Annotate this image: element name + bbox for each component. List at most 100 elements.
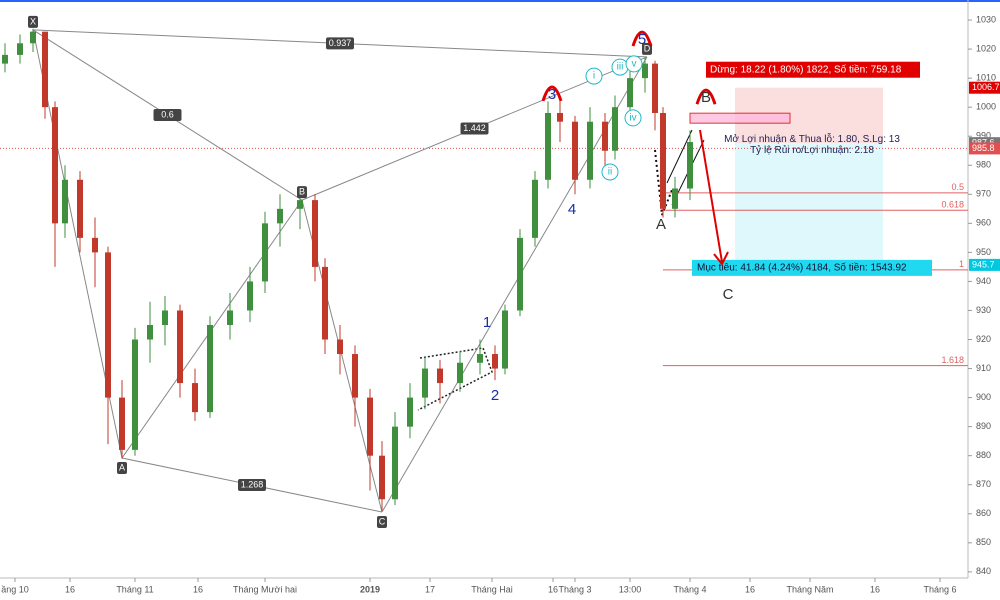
candle-body (502, 310, 508, 369)
x-tick-label: Tháng 4 (673, 584, 706, 594)
wave-label: 1 (483, 314, 491, 331)
stop-box (706, 61, 920, 78)
point-badge (377, 516, 387, 529)
candle-body (192, 383, 198, 413)
triangle-pattern (417, 347, 493, 411)
candle-body (407, 397, 413, 427)
ratio-label: 0.6 (161, 109, 174, 119)
y-tick-label: 1030 (976, 14, 996, 24)
y-tick-label: 1000 (976, 102, 996, 112)
candle-body (147, 324, 153, 340)
price-badge-label: 985.8 (972, 143, 995, 153)
x-tick-label: 13:00 (619, 584, 642, 594)
y-tick-label: 890 (976, 421, 991, 431)
wave-label: 4 (568, 201, 576, 218)
wave-arc (631, 30, 653, 47)
point-badge (117, 462, 127, 475)
price-badge (969, 142, 1000, 155)
stop-text: Dừng: 18.22 (1.80%) 1822, Số tiền: 759.1… (710, 63, 902, 75)
entry-marker (689, 112, 791, 124)
candle-body (262, 223, 268, 282)
target-zone (735, 143, 883, 265)
y-tick-label: 970 (976, 189, 991, 199)
x-tick-label: Tháng 6 (923, 584, 956, 594)
candle-body (62, 179, 68, 224)
x-tick-label: 16 (193, 584, 203, 594)
wave-label: A (656, 216, 666, 233)
info-text: Mở Lợi nhuận & Thua lỗ: 1.80, S.Lg: 13 (724, 132, 900, 145)
x-tick-label: 2019 (360, 584, 380, 594)
price-badge (969, 81, 1000, 94)
ratio-badge (460, 122, 489, 135)
fib-label: 1 (959, 259, 964, 269)
wave-arc (541, 85, 563, 102)
candle-body (2, 54, 8, 64)
ratio-label: 1.442 (463, 123, 486, 133)
ratio-label: 1.268 (241, 479, 264, 489)
candle-body (77, 179, 83, 238)
candle-body (660, 112, 666, 209)
target-text: Mục tiêu: 41.84 (4.24%) 4184, Số tiền: 1… (697, 262, 907, 274)
wave-label: iii (617, 62, 624, 73)
candle-body (392, 426, 398, 500)
x-tick-label: 16 (745, 584, 755, 594)
wave-label: 5 (638, 31, 646, 48)
candle-body (672, 188, 678, 209)
y-tick-label: 930 (976, 305, 991, 315)
candle-body (422, 368, 428, 398)
wave-label: 3 (548, 86, 556, 103)
fib-label: 1.618 (941, 355, 964, 365)
candle-body (602, 121, 608, 151)
x-tick-label: Tháng Hai (471, 584, 513, 594)
candle-body (119, 397, 125, 450)
x-tick-label: ầng 10 (1, 584, 29, 594)
wave-label: i (593, 71, 595, 82)
candle-body (177, 310, 183, 384)
ratio-badge (238, 479, 266, 492)
candle-body (297, 200, 303, 209)
wave-circle (625, 55, 643, 73)
y-tick-label: 920 (976, 334, 991, 344)
ratio-badge (153, 109, 182, 122)
candle-body (42, 31, 48, 108)
wave-label: B (701, 89, 711, 106)
point-badge (28, 15, 38, 28)
dotted-path (654, 149, 673, 216)
wave-label: v (632, 59, 637, 70)
price-badge (969, 258, 1000, 271)
x-tick-label: 17 (425, 584, 435, 594)
y-tick-label: 900 (976, 392, 991, 402)
arrow-head (713, 251, 729, 266)
point-label: B (299, 186, 305, 196)
x-tick-label: Tháng Năm (786, 584, 833, 594)
fib-label: 0.618 (941, 200, 964, 210)
y-tick-label: 850 (976, 537, 991, 547)
y-tick-label: 860 (976, 508, 991, 518)
candle-body (557, 112, 563, 122)
point-label: A (119, 462, 125, 472)
x-tick-label: 16 (548, 584, 558, 594)
candle-body (227, 310, 233, 325)
fib-label: 0.5 (951, 182, 964, 192)
y-tick-label: 870 (976, 479, 991, 489)
candle-body (612, 107, 618, 151)
candle-body (92, 237, 98, 253)
wave-label: ii (608, 167, 612, 178)
candle-body (379, 455, 385, 500)
wave-label: C (723, 286, 734, 303)
candle-body (52, 107, 58, 224)
wave-circle (624, 109, 642, 127)
candle-body (17, 43, 23, 55)
y-tick-label: 960 (976, 218, 991, 228)
x-tick-label: Tháng 11 (116, 584, 153, 594)
wave-label: 2 (491, 387, 499, 404)
candle-body (312, 200, 318, 267)
arrow (699, 129, 723, 263)
y-tick-label: 940 (976, 276, 991, 286)
candle-body (652, 63, 658, 113)
candle-body (545, 112, 551, 180)
candle-body (457, 362, 463, 384)
point-label: X (30, 16, 36, 26)
candle-body (132, 339, 138, 450)
